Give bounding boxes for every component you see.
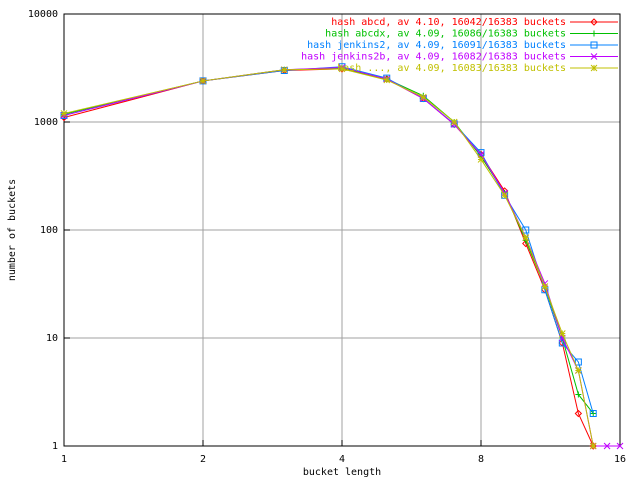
legend-label: hash abcd, av 4.10, 16042/16383 buckets	[331, 17, 566, 28]
marker	[603, 442, 611, 450]
y-tick-label: 1000	[34, 117, 58, 128]
plot-frame	[63, 13, 621, 447]
marker	[589, 409, 597, 417]
legend-label: hash abcdx, av 4.09, 16086/16383 buckets	[325, 29, 566, 40]
legend-marker	[590, 53, 598, 60]
marker	[450, 118, 458, 126]
marker	[419, 93, 427, 101]
marker	[575, 391, 582, 398]
marker	[199, 77, 207, 85]
marker	[338, 65, 346, 73]
legend-marker	[591, 30, 597, 37]
x-tick-label: 4	[339, 454, 345, 465]
legend-label: hash jenkins2b, av 4.09, 16082/16383 buc…	[301, 52, 566, 63]
legend-label: hash ..., av 4.09, 16083/16383 buckets	[337, 63, 566, 74]
legend-label: hash jenkins2, av 4.09, 16091/16383 buck…	[307, 40, 566, 51]
legend-marker	[590, 64, 598, 72]
marker	[477, 149, 485, 157]
marker	[522, 234, 530, 241]
marker	[280, 66, 288, 74]
x-tick-label: 1	[61, 454, 67, 465]
x-tick-label: 8	[478, 454, 484, 465]
marker	[60, 110, 68, 117]
marker	[574, 409, 583, 418]
legend-marker	[590, 41, 598, 49]
x-tick-label: 16	[614, 454, 626, 465]
marker	[541, 283, 549, 290]
marker	[280, 66, 288, 74]
marker	[60, 113, 68, 122]
marker	[501, 191, 508, 199]
y-tick-label: 10	[46, 333, 58, 344]
x-tick-label: 2	[200, 454, 206, 465]
y-axis-label: number of buckets	[7, 179, 18, 281]
y-tick-label: 1	[52, 441, 58, 452]
marker	[616, 442, 624, 450]
legend-marker	[590, 18, 598, 26]
y-tick-label: 100	[40, 225, 58, 236]
marker	[575, 367, 582, 374]
marker	[589, 442, 597, 450]
series-line	[63, 68, 594, 447]
y-tick-label: 10000	[28, 9, 58, 20]
x-axis-label: bucket length	[303, 467, 381, 478]
marker	[558, 330, 566, 337]
marker	[477, 156, 485, 163]
marker	[590, 410, 597, 417]
marker	[383, 76, 391, 84]
